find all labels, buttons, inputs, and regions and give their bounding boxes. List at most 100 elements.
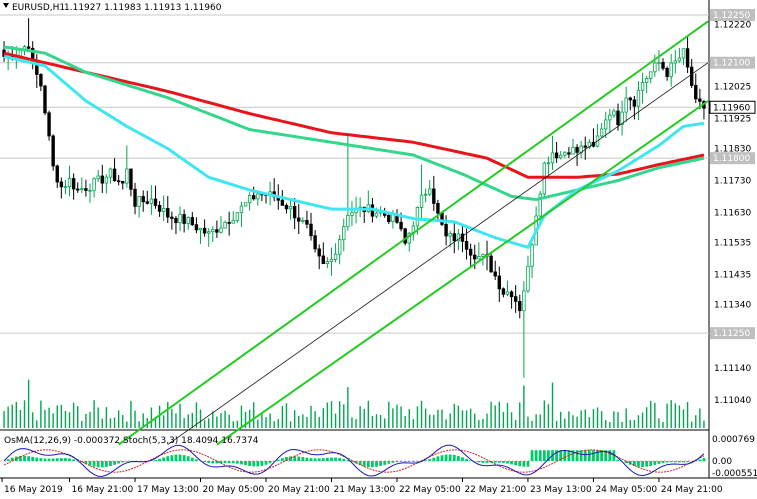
osma-bar (117, 461, 121, 464)
candle-body (313, 235, 317, 250)
candle-body (677, 57, 682, 62)
osma-bar (301, 457, 305, 461)
osma-bar (203, 461, 207, 463)
osma-bar (440, 455, 444, 461)
osma-bar (178, 454, 182, 461)
osma-bar (240, 461, 243, 465)
osma-bar (448, 454, 452, 461)
candle-body (665, 67, 669, 77)
osma-bar (399, 461, 403, 462)
candle-body (67, 178, 72, 187)
price-axis-label: 1.11535 (714, 239, 751, 249)
osma-bar (72, 459, 76, 461)
osma-bar (632, 461, 636, 466)
osma-bar (649, 461, 653, 466)
osma-bar (661, 461, 665, 464)
candle-body (419, 194, 424, 208)
osma-bar (555, 450, 559, 461)
osma-bar (530, 450, 534, 461)
candle-body (554, 152, 559, 159)
candle-body (231, 220, 235, 224)
candle-body (526, 265, 530, 292)
candle-body (661, 62, 665, 69)
osma-bar (338, 457, 342, 461)
candle-body (43, 85, 47, 114)
oscillator-panel: 0.000769 0.00 -0.000551 (0, 435, 757, 479)
candle-body (694, 85, 698, 100)
osma-bar (186, 456, 190, 461)
osma-bar (686, 461, 689, 463)
osma-bar (104, 461, 108, 467)
osma-bar (682, 461, 685, 463)
time-axis-label: 24 May 21:00 (661, 485, 723, 495)
osma-bar (604, 450, 608, 461)
osma-bar (31, 456, 35, 461)
osma-bar (456, 455, 460, 461)
candle-body (403, 228, 407, 244)
osma-bar (55, 458, 59, 461)
osma-bar (84, 461, 88, 464)
oscillator-axis-label: 0.000769 (712, 435, 755, 445)
osma-bar (673, 461, 677, 463)
oscillator-axis-label: -0.000551 (712, 469, 757, 479)
candle-body (125, 168, 129, 184)
osma-bar (653, 461, 657, 465)
candle-body (604, 119, 608, 130)
osma-bar (391, 461, 395, 463)
osma-bar (407, 461, 411, 462)
osma-bar (493, 461, 497, 463)
osma-bar (354, 461, 358, 464)
osma-bar (350, 461, 354, 462)
candle-body (325, 261, 330, 265)
price-tag-lines (0, 14, 709, 334)
candle-body (280, 199, 285, 206)
osma-bar (559, 450, 563, 461)
candle-body (522, 290, 526, 312)
candle-body (194, 224, 199, 231)
osma-bar (280, 458, 284, 461)
candle-body (235, 212, 240, 221)
volume-bars (3, 379, 705, 428)
candle-body (567, 152, 571, 155)
osma-bar (669, 461, 673, 463)
time-axis-label: 24 May 05:00 (595, 485, 657, 495)
osma-bar (170, 455, 174, 461)
collapse-arrow-icon[interactable] (3, 3, 9, 8)
osma-bar (227, 461, 231, 464)
osma-bar (100, 461, 104, 468)
osma-bar (6, 459, 10, 461)
candle-body (80, 188, 84, 190)
candle-body (211, 229, 215, 233)
osma-bar (563, 450, 567, 461)
candle-body (247, 195, 252, 204)
osma-bar (219, 461, 223, 464)
osma-bar (47, 458, 51, 461)
candle-body (88, 189, 92, 192)
osma-bar (510, 461, 513, 465)
candle-body (481, 254, 485, 257)
osma-bar (677, 461, 681, 463)
candle-body (71, 178, 76, 190)
candle-body (632, 99, 637, 107)
candle-body (129, 168, 133, 190)
candle-body (608, 114, 612, 121)
price-tag-box (710, 327, 755, 340)
candle-body (47, 112, 51, 137)
candle-body (186, 217, 190, 224)
osma-bar (109, 461, 112, 466)
candle-body (337, 239, 342, 255)
osma-bar (690, 461, 694, 462)
candle-body (329, 258, 334, 263)
osma-bar (481, 461, 485, 463)
osma-bar (80, 461, 84, 463)
osma-bar (383, 461, 387, 465)
candle-body (321, 255, 326, 265)
candle-body (399, 221, 403, 230)
osma-bar (10, 457, 14, 461)
osma-bar (207, 461, 211, 463)
candle-body (346, 215, 350, 227)
osma-bar (616, 459, 620, 461)
candle-body (333, 253, 338, 260)
candle-body (223, 221, 227, 229)
osma-bar (411, 461, 415, 462)
